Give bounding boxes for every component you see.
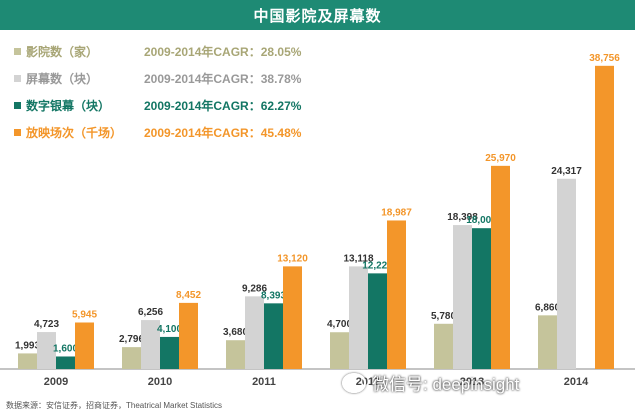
- data-label: 8,452: [176, 290, 201, 301]
- bar-2010-s3: [179, 302, 198, 369]
- data-label: 9,286: [242, 283, 267, 294]
- legend-swatch: [14, 75, 21, 82]
- data-label: 38,756: [589, 53, 620, 64]
- legend-label: 影院数（家）: [26, 45, 99, 59]
- watermark: 微信号: deepinsight: [342, 370, 519, 395]
- data-label: 5,945: [72, 309, 97, 320]
- chart-title: 中国影院及屏幕数: [253, 7, 382, 25]
- legend-item-digital-screens: 数字银幕（块） 2009-2014年CAGR：62.27%: [14, 92, 301, 119]
- legend-item-cinemas: 影院数（家） 2009-2014年CAGR：28.05%: [14, 38, 301, 65]
- bar-2012-s2: [368, 273, 387, 369]
- data-label: 18,987: [381, 207, 412, 218]
- bar-2012-s1: [349, 266, 368, 369]
- legend-cagr: 2009-2014年CAGR：28.05%: [144, 45, 302, 59]
- x-tick-label: 2011: [252, 376, 276, 388]
- bar-2010-s1: [141, 320, 160, 369]
- bar-2009-s3: [75, 322, 94, 369]
- legend-swatch: [14, 129, 21, 136]
- bar-2013-s0: [434, 323, 453, 369]
- data-label: 25,970: [485, 153, 516, 164]
- watermark-text: 微信号: deepinsight: [372, 375, 520, 394]
- x-tick-label: 2010: [148, 376, 172, 388]
- legend-label: 数字银幕（块）: [26, 99, 111, 113]
- bar-2010-s0: [122, 347, 141, 369]
- bar-2009-s1: [37, 332, 56, 369]
- legend-label: 放映场次（千场）: [26, 126, 123, 140]
- bar-2013-s1: [453, 225, 472, 369]
- legend-item-screens: 屏幕数（块） 2009-2014年CAGR：38.78%: [14, 65, 301, 92]
- bar-2009-s0: [18, 353, 37, 369]
- data-label: 1,600: [53, 343, 78, 354]
- bar-2011-s0: [226, 340, 245, 369]
- data-label: 1,993: [15, 340, 40, 351]
- bar-2014-s1: [557, 178, 576, 369]
- bar-2013-s3: [491, 165, 510, 369]
- data-label: 13,120: [277, 253, 308, 264]
- legend-cagr: 2009-2014年CAGR：38.78%: [144, 72, 302, 86]
- footer-source: 数据来源：安信证券，招商证券，Theatrical Market Statist…: [6, 401, 223, 410]
- bar-2010-s2: [160, 336, 179, 369]
- legend-cagr: 2009-2014年CAGR：45.48%: [144, 126, 302, 140]
- data-label: 6,256: [138, 307, 163, 318]
- data-label: 5,780: [431, 311, 456, 322]
- bar-2011-s2: [264, 303, 283, 369]
- data-label: 6,860: [535, 302, 560, 313]
- legend-cagr: 2009-2014年CAGR：62.27%: [144, 99, 302, 113]
- bar-2012-s3: [387, 220, 406, 369]
- x-tick-label: 2009: [44, 376, 68, 388]
- legend-label: 屏幕数（块）: [26, 72, 99, 86]
- data-label: 24,317: [551, 166, 582, 177]
- data-label: 3,680: [223, 327, 248, 338]
- legend: 影院数（家） 2009-2014年CAGR：28.05% 屏幕数（块） 2009…: [14, 38, 301, 146]
- data-label: 12,225: [362, 260, 393, 271]
- data-label: 4,723: [34, 319, 59, 330]
- data-label: 18,398: [447, 212, 478, 223]
- data-label: 8,393: [261, 290, 286, 301]
- legend-item-screenings: 放映场次（千场） 2009-2014年CAGR：45.48%: [14, 119, 301, 146]
- wechat-icon: [342, 372, 366, 393]
- bar-2012-s0: [330, 332, 349, 369]
- data-label: 2,796: [119, 334, 144, 345]
- x-tick-label: 2013: [460, 376, 484, 388]
- bar-2009-s2: [56, 356, 75, 369]
- legend-swatch: [14, 102, 21, 109]
- bar-2011-s1: [245, 296, 264, 369]
- bar-2014-s0: [538, 315, 557, 369]
- bar-2014-s3: [595, 65, 614, 369]
- data-label: 13,118: [343, 253, 373, 264]
- bar-2013-s2: [472, 228, 491, 369]
- data-label: 4,100: [157, 324, 182, 335]
- data-label: 4,700: [327, 319, 352, 330]
- bar-2011-s3: [283, 266, 302, 369]
- title-bar: 中国影院及屏幕数: [0, 0, 635, 30]
- data-label: 18,000: [466, 215, 497, 226]
- legend-swatch: [14, 48, 21, 55]
- x-tick-label: 2014: [564, 376, 589, 388]
